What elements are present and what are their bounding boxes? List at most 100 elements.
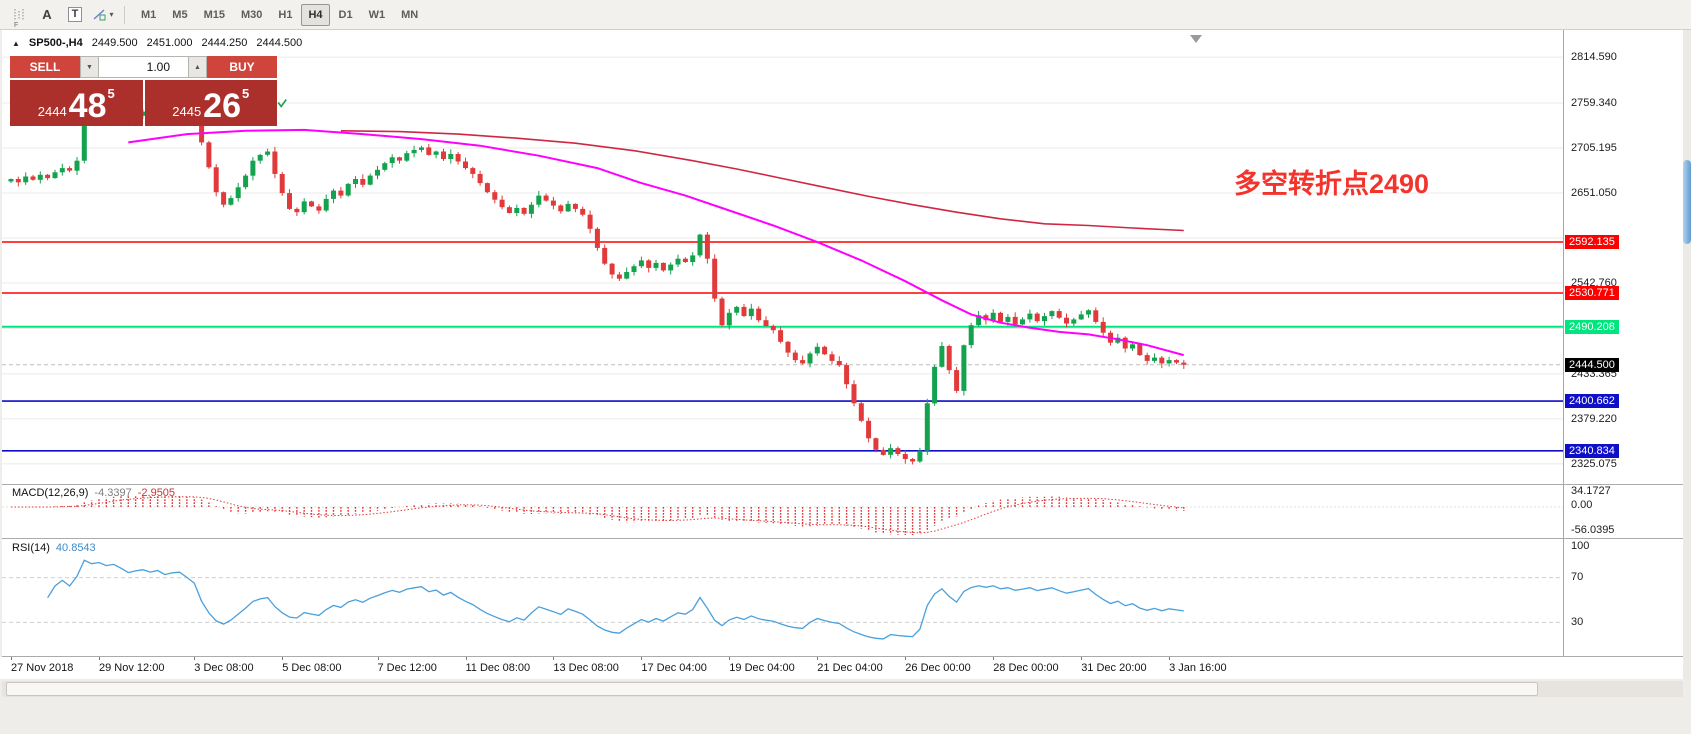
quote-low: 2444.250 [201,37,248,49]
quote-high: 2451.000 [146,37,193,49]
macd-histogram [17,495,1185,535]
chart-shift-marker[interactable] [1190,35,1202,43]
macd-scale-label: 0.00 [1571,499,1593,511]
horizontal-level-lines[interactable] [2,241,1563,452]
timeframe-button-d1[interactable]: D1 [338,8,353,21]
panel-separator [2,656,1683,657]
time-label: 11 Dec 08:00 [465,662,531,674]
time-label: 27 Nov 2018 [11,662,74,674]
macd-indicator-canvas[interactable] [2,485,1563,538]
hline-price-badge: 2490.208 [1565,319,1619,334]
toolbar: F A T ▾ M1 M5 M15 M30 H1 H4 D1 W1 MN [0,0,1691,30]
time-label: 13 Dec 08:00 [553,662,619,674]
macd-scale-label: -56.0395 [1571,524,1615,536]
timeframe-button-m5[interactable]: M5 [172,8,188,21]
insert-text-box-button[interactable]: T [62,3,88,27]
rsi-line [47,559,1184,640]
buy-price-display[interactable]: 2445 26 5 [144,80,277,126]
chart-annotation[interactable]: 多空转折点2490 [1234,169,1430,199]
symbol-period: SP500-,H4 [28,37,83,49]
rsi-scale-label: 70 [1571,571,1584,583]
time-label: 5 Dec 08:00 [282,662,342,674]
volume-increase-button[interactable]: ▲ [188,56,207,78]
line-studies-dropdown-button[interactable]: ▾ [90,3,116,27]
f-key-hint: F [14,21,19,29]
sell-price-display[interactable]: 2444 48 5 [10,80,143,126]
vertical-scrollbar-track[interactable] [1683,30,1691,679]
main-chart-canvas[interactable] [2,30,1563,484]
timeframe-button-w1[interactable]: W1 [368,8,386,21]
shapes-icon [93,9,106,21]
price-tick: 2705.195 [1571,142,1617,154]
toolbar-separator [124,5,125,24]
time-label: 28 Dec 00:00 [993,662,1059,674]
time-label: 19 Dec 04:00 [729,662,795,674]
ma-slow-line[interactable] [340,130,1184,232]
volume-decrease-button[interactable]: ▼ [80,56,99,78]
price-tick: 2759.340 [1571,97,1617,109]
rsi-scale-label: 100 [1571,540,1590,552]
rsi-indicator-canvas[interactable] [2,539,1563,656]
quote-open: 2449.500 [91,37,138,49]
time-tick [282,657,284,660]
sell-button[interactable]: SELL [10,56,80,78]
vertical-scrollbar-thumb[interactable] [1683,160,1691,244]
dropdown-caret-icon: ▾ [109,10,114,19]
grid-lines [2,56,1563,465]
price-scale-border [1563,30,1564,679]
price-axis[interactable]: 2814.590 2759.340 2705.195 2651.050 2542.760… [1564,30,1683,679]
time-label: 31 Dec 20:00 [1081,662,1147,674]
time-label: 3 Jan 16:00 [1169,662,1227,674]
rsi-scale-label: 30 [1571,616,1584,628]
timeframe-button-mn[interactable]: MN [401,8,419,21]
volume-input[interactable] [99,56,188,78]
timeframe-button-m30[interactable]: M30 [240,8,263,21]
caret-up-icon: ▲ [194,63,201,71]
time-tick [377,657,379,660]
time-axis[interactable]: 27 Nov 2018 29 Nov 12:00 3 Dec 08:00 5 Dec … [0,657,1683,679]
letter-a-icon: A [42,7,52,22]
timeframe-button-h4[interactable]: H4 [301,3,330,26]
timeframe-button-m1[interactable]: M1 [141,8,157,21]
quote-header: ▲ SP500-,H4 2449.500 2451.000 2444.250 2… [12,37,302,49]
chart-background [2,30,1683,679]
quote-close: 2444.500 [256,37,303,49]
horizontal-scrollbar-thumb[interactable] [6,682,1538,696]
timeframe-button-h1[interactable]: H1 [278,8,293,21]
time-tick [11,657,12,660]
time-tick [465,657,467,660]
panel-separator[interactable] [2,538,1683,539]
time-tick [553,657,555,660]
tick-chart-button[interactable]: F [6,3,32,29]
macd-scale-label: 34.1727 [1571,485,1611,497]
timeframe-toolbar: M1 M5 M15 M30 H1 H4 D1 W1 MN [133,3,426,26]
time-label: 21 Dec 04:00 [817,662,883,674]
time-label: 7 Dec 12:00 [377,662,437,674]
price-tick: 2379.220 [1571,412,1617,425]
time-label: 17 Dec 04:00 [641,662,707,674]
time-tick [1081,657,1083,660]
hline-price-badge: 2592.135 [1565,235,1619,249]
price-tick: 2325.075 [1571,457,1617,470]
ma-fast-line[interactable] [128,128,1185,357]
hline-price-badge: 2340.834 [1565,443,1619,458]
buy-button[interactable]: BUY [207,56,277,78]
caret-down-icon: ▼ [86,63,93,71]
price-tick: 2814.590 [1571,51,1617,64]
insert-text-label-button[interactable]: A [34,3,60,27]
letter-t-icon: T [67,7,83,22]
hline-price-badge: 2400.662 [1565,394,1619,409]
time-label: 3 Dec 08:00 [194,662,254,674]
timeframe-button-m15[interactable]: M15 [203,8,225,21]
time-tick [641,657,643,660]
price-tick: 2651.050 [1571,187,1617,199]
time-tick [817,657,819,660]
time-label: 26 Dec 00:00 [905,662,971,674]
time-tick [993,657,995,660]
tick-chart-icon [14,9,23,20]
collapse-arrow-icon[interactable]: ▲ [12,38,20,48]
hline-price-badge: 2530.771 [1565,286,1619,300]
time-label: 29 Nov 12:00 [99,662,165,674]
panel-separator[interactable] [2,484,1683,485]
